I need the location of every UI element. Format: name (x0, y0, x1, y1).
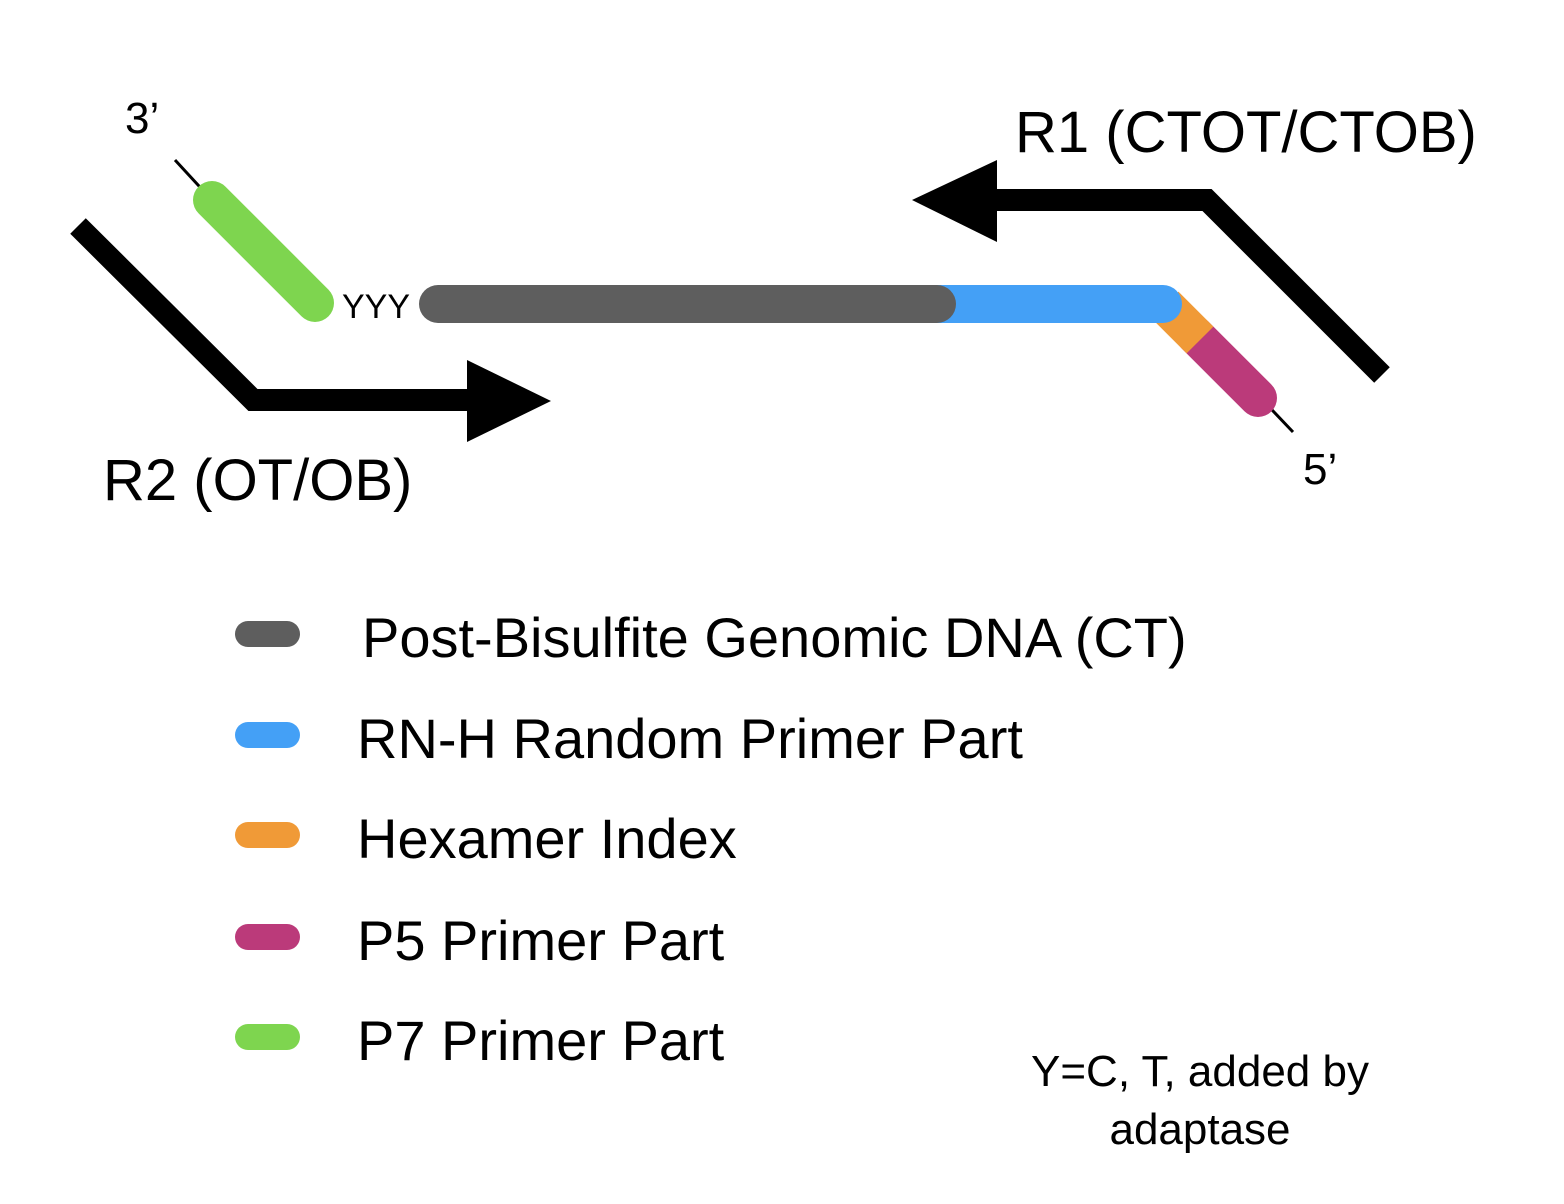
p7-segment (193, 181, 334, 322)
r1-arrowhead (912, 160, 997, 242)
p5-segment (1176, 316, 1277, 417)
r2-label: R2 (OT/OB) (103, 448, 412, 513)
note-line-1: Y=C, T, added by (1031, 1047, 1369, 1096)
r1-label: R1 (CTOT/CTOB) (1015, 100, 1477, 165)
legend: Post-Bisulfite Genomic DNA (CT) RN-H Ran… (235, 606, 1187, 1072)
legend-label-rnh: RN-H Random Primer Part (357, 707, 1023, 770)
r1-read-arrow (995, 189, 1390, 383)
note-line-2: adaptase (1109, 1105, 1290, 1154)
legend-label-genomic: Post-Bisulfite Genomic DNA (CT) (362, 606, 1187, 669)
legend-label-p5: P5 Primer Part (357, 909, 725, 972)
three-prime-label: 3’ (125, 94, 159, 143)
yyy-label: YYY (342, 288, 410, 326)
legend-label-hexamer: Hexamer Index (357, 807, 737, 870)
legend-label-p7: P7 Primer Part (357, 1009, 725, 1072)
r2-read-arrow (70, 218, 470, 411)
five-prime-label: 5’ (1303, 445, 1337, 494)
r2-arrowhead (467, 360, 551, 442)
